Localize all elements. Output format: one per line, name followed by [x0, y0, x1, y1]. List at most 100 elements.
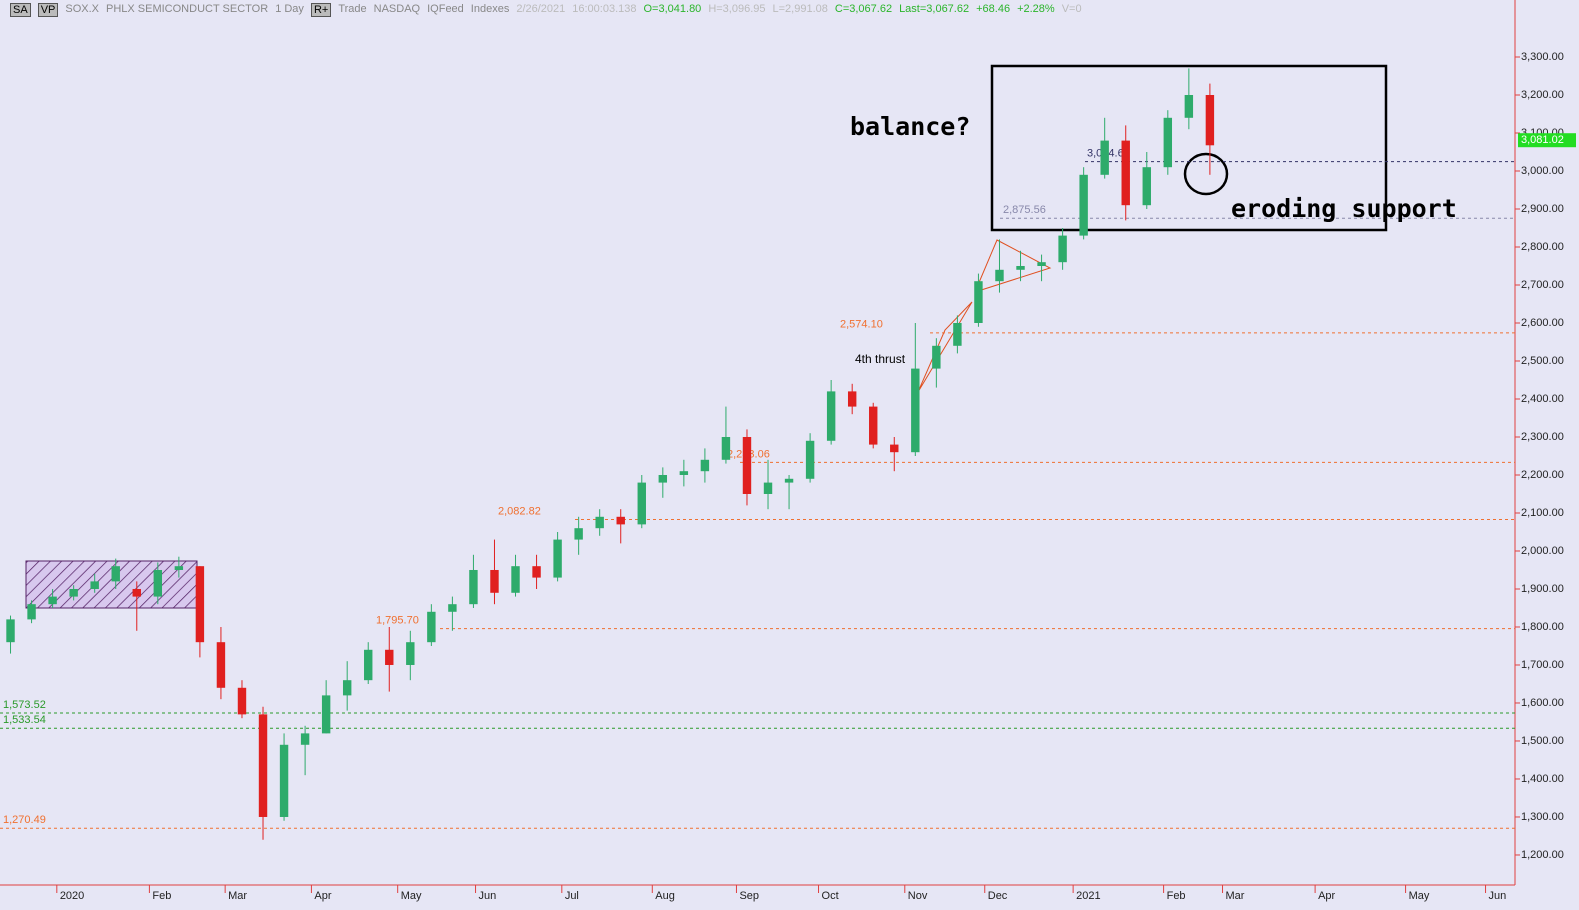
header-item: PHLX SEMICONDUCT SECTOR [106, 3, 269, 15]
x-tick-label: Mar [228, 890, 247, 902]
candle-body [953, 322, 962, 346]
candle-body [364, 649, 373, 681]
x-tick-label: May [401, 890, 422, 902]
y-tick-label: 1,500.00 [1521, 735, 1564, 747]
y-tick-label: 1,200.00 [1521, 849, 1564, 861]
header-item: SOX.X [65, 3, 99, 15]
candle-body [48, 596, 57, 605]
candle-body [342, 680, 352, 696]
candle-body [216, 642, 226, 688]
annotation: 4th thrust [855, 352, 906, 366]
header-item: 1 Day [275, 3, 304, 15]
x-tick-label: Nov [908, 890, 928, 902]
x-tick-label: Mar [1226, 890, 1245, 902]
candle-body [111, 566, 120, 582]
header-item: 16:00:03.138 [572, 3, 637, 15]
x-tick-label: 2021 [1076, 890, 1100, 902]
candle-body [321, 695, 331, 734]
candle-body [153, 569, 163, 597]
header-item[interactable]: SA [10, 3, 31, 17]
header-item: 2/26/2021 [516, 3, 566, 15]
level-label: 1,795.70 [376, 615, 419, 627]
y-tick-label: 3,200.00 [1521, 89, 1564, 101]
y-tick-label: 1,600.00 [1521, 697, 1564, 709]
candle-body [616, 516, 625, 525]
candle-body [911, 368, 920, 453]
candle-body [511, 566, 520, 593]
x-tick-label: Oct [822, 890, 839, 902]
level-label: 1,573.52 [3, 699, 46, 711]
header-item: Trade [338, 3, 367, 15]
candle-body [1016, 265, 1025, 270]
candle-body [1163, 117, 1173, 168]
x-tick-label: Sep [739, 890, 759, 902]
y-tick-label: 3,300.00 [1521, 51, 1564, 63]
candle-body [658, 474, 668, 483]
level-label: 1,270.49 [3, 814, 46, 826]
header-item: +2.28% [1017, 3, 1055, 15]
candle-body [132, 588, 141, 597]
y-tick-label: 2,000.00 [1521, 545, 1564, 557]
wedge [917, 301, 973, 393]
candle-body [553, 539, 562, 578]
candle-body [469, 569, 478, 605]
x-tick-label: Feb [152, 890, 171, 902]
candle-body [700, 459, 710, 472]
candle-body [300, 733, 310, 745]
x-tick-label: Apr [1318, 890, 1335, 902]
candle-body [490, 569, 499, 593]
y-tick-label: 2,400.00 [1521, 393, 1564, 405]
candle-body [742, 436, 752, 494]
x-tick-label: Jul [565, 890, 579, 902]
x-tick-label: Dec [988, 890, 1008, 902]
candle-body [595, 516, 604, 529]
candle-body [69, 588, 78, 597]
header-item: H=3,096.95 [708, 3, 766, 15]
y-tick-label: 2,800.00 [1521, 241, 1564, 253]
candle-body [258, 714, 268, 817]
annotation: eroding support [1231, 194, 1457, 223]
price-tag-label: 3,081.02 [1521, 134, 1564, 146]
x-tick-label: Aug [655, 890, 675, 902]
candle-body [1205, 94, 1215, 146]
y-tick-label: 1,700.00 [1521, 659, 1564, 671]
header-item[interactable]: R+ [310, 3, 332, 17]
header-item: V=0 [1061, 3, 1082, 15]
y-tick-label: 2,700.00 [1521, 279, 1564, 291]
header-item: NASDAQ [373, 3, 421, 15]
candle-body [27, 604, 36, 620]
candle-body [1121, 140, 1130, 206]
candle-body [385, 649, 394, 665]
y-tick-label: 2,100.00 [1521, 507, 1564, 519]
candle-body [448, 604, 457, 612]
triangle [974, 239, 1052, 293]
level-label: 2,082.82 [498, 505, 541, 517]
candle-body [805, 440, 815, 479]
candle-body [869, 406, 878, 445]
header-item: Last=3,067.62 [899, 3, 970, 15]
header-item: +68.46 [976, 3, 1011, 15]
candle-body [1100, 140, 1109, 175]
candle-body [890, 444, 899, 453]
candle-body [1184, 94, 1194, 118]
candle-body [1142, 167, 1151, 206]
candle-body [1079, 174, 1088, 236]
candle-body [932, 345, 941, 369]
header-item[interactable]: VP [37, 3, 59, 17]
y-tick-label: 3,000.00 [1521, 165, 1564, 177]
candle-body [574, 528, 583, 540]
candle-body [721, 436, 731, 460]
x-tick-label: Feb [1167, 890, 1186, 902]
circle-mark [1183, 152, 1229, 196]
header-item: IQFeed [427, 3, 464, 15]
candle-body [974, 281, 983, 323]
y-tick-label: 1,800.00 [1521, 621, 1564, 633]
y-tick-label: 1,300.00 [1521, 811, 1564, 823]
header-item: C=3,067.62 [834, 3, 893, 15]
candle-body [279, 744, 289, 817]
x-tick-label: 2020 [60, 890, 84, 902]
y-tick-label: 2,200.00 [1521, 469, 1564, 481]
candle-body [237, 687, 247, 715]
candle-body [679, 471, 689, 475]
